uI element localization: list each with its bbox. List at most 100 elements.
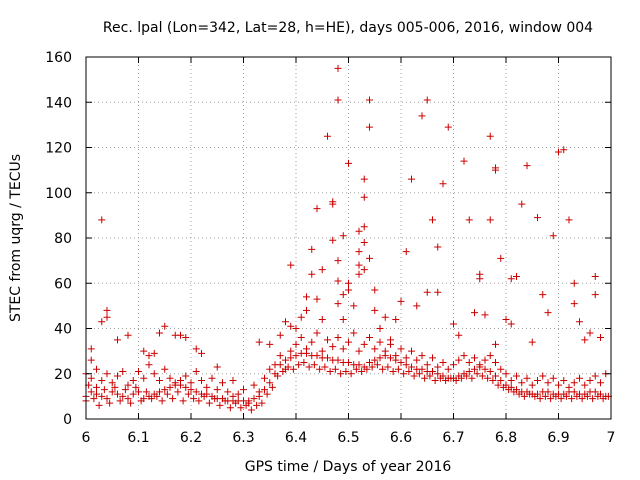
data-point xyxy=(135,388,142,396)
data-point xyxy=(263,390,271,398)
data-point xyxy=(576,318,583,326)
data-point xyxy=(150,370,158,378)
data-point xyxy=(166,374,174,382)
data-point xyxy=(192,345,200,353)
data-point xyxy=(549,232,557,240)
data-point xyxy=(408,347,415,355)
data-point xyxy=(429,216,436,224)
data-point xyxy=(250,395,258,403)
data-point xyxy=(258,399,266,407)
data-point xyxy=(431,377,439,385)
data-point xyxy=(471,365,478,373)
data-point xyxy=(486,216,494,224)
data-point xyxy=(408,363,415,371)
data-point xyxy=(544,309,552,317)
data-point xyxy=(177,377,184,385)
data-point xyxy=(410,372,418,380)
data-point xyxy=(255,338,263,346)
data-point xyxy=(400,370,408,378)
data-point xyxy=(87,356,95,364)
data-point xyxy=(531,392,539,400)
data-point xyxy=(106,399,114,407)
data-point xyxy=(334,64,342,72)
data-point xyxy=(573,392,581,400)
data-point xyxy=(589,395,597,403)
data-point xyxy=(429,354,436,362)
data-point xyxy=(465,367,473,375)
data-point xyxy=(313,295,321,303)
data-point xyxy=(476,275,484,283)
x-axis-label: GPS time / Days of year 2016 xyxy=(245,459,452,475)
data-point xyxy=(226,404,234,412)
data-point xyxy=(334,96,342,104)
data-point xyxy=(355,361,363,369)
data-point xyxy=(505,386,513,394)
data-point xyxy=(371,345,379,353)
data-point xyxy=(276,331,284,339)
data-point xyxy=(287,261,295,269)
data-point xyxy=(481,311,489,319)
data-point xyxy=(539,372,547,380)
data-point xyxy=(87,345,95,353)
data-point xyxy=(187,379,195,387)
data-point xyxy=(303,345,310,353)
data-point xyxy=(492,340,499,348)
data-point xyxy=(156,388,163,396)
data-point xyxy=(211,395,219,403)
data-point xyxy=(371,356,379,364)
data-point xyxy=(182,383,190,391)
data-point xyxy=(300,358,308,366)
data-point xyxy=(282,318,289,326)
data-point xyxy=(450,361,457,369)
data-point xyxy=(528,338,536,346)
data-point xyxy=(334,277,342,285)
data-point xyxy=(324,336,331,344)
data-point xyxy=(119,392,127,400)
data-point xyxy=(576,374,583,382)
data-point xyxy=(337,370,345,378)
grid xyxy=(86,57,611,419)
data-point xyxy=(486,352,494,360)
data-point xyxy=(497,365,505,373)
data-point xyxy=(324,354,331,362)
data-point xyxy=(213,386,221,394)
data-point xyxy=(536,395,544,403)
data-point xyxy=(515,390,523,398)
chart-title: Rec. lpal (Lon=342, Lat=28, h=HE), days … xyxy=(103,20,593,36)
data-point xyxy=(492,358,499,366)
data-point xyxy=(303,306,310,314)
data-point xyxy=(418,365,426,373)
data-point xyxy=(274,372,282,380)
data-point xyxy=(486,367,494,375)
data-point xyxy=(534,377,541,385)
x-tick-label: 6.6 xyxy=(390,430,412,446)
data-point xyxy=(507,377,515,385)
data-point xyxy=(292,352,300,360)
data-point xyxy=(387,340,394,348)
data-point xyxy=(137,397,145,405)
data-point xyxy=(87,388,95,396)
axis-ticks xyxy=(85,56,612,420)
data-point xyxy=(434,288,442,296)
data-point xyxy=(528,381,536,389)
data-point xyxy=(465,216,473,224)
data-point xyxy=(171,379,179,387)
data-point xyxy=(161,365,169,373)
data-point xyxy=(366,334,373,342)
data-point xyxy=(284,363,292,371)
data-point xyxy=(565,216,573,224)
data-point xyxy=(591,372,599,380)
data-point xyxy=(111,383,119,391)
data-point xyxy=(481,365,489,373)
data-point xyxy=(355,270,363,278)
data-point xyxy=(261,374,268,382)
data-point xyxy=(266,365,274,373)
data-point xyxy=(502,370,510,378)
data-point xyxy=(444,365,452,373)
data-point xyxy=(266,379,274,387)
data-point xyxy=(187,386,195,394)
data-point xyxy=(392,315,400,323)
data-point xyxy=(557,395,565,403)
data-point xyxy=(570,388,578,396)
data-point xyxy=(108,379,116,387)
